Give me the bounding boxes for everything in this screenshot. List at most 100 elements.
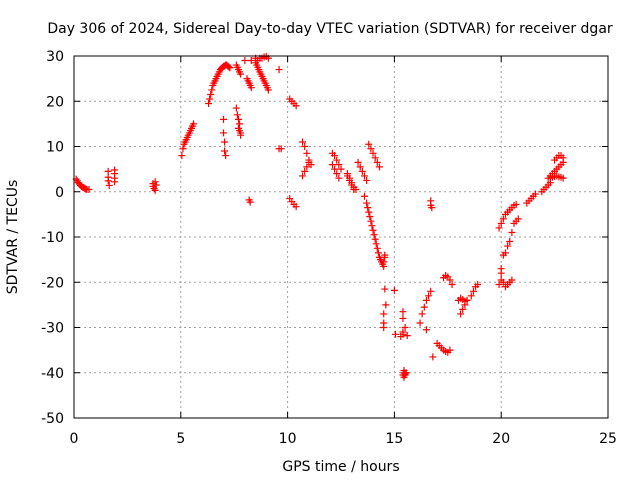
data-point (247, 57, 255, 65)
data-point (429, 353, 437, 361)
data-point (495, 281, 503, 289)
y-tick-label: 10 (46, 140, 64, 156)
data-point (512, 200, 520, 208)
data-point (190, 120, 198, 128)
data-point (497, 219, 505, 227)
data-point (380, 324, 388, 331)
data-point (422, 326, 430, 334)
data-point (335, 174, 343, 182)
data-point (221, 138, 229, 146)
data-point (225, 63, 233, 71)
data-point (425, 292, 433, 300)
data-point (373, 158, 381, 166)
data-point (531, 190, 539, 198)
data-point (105, 181, 113, 189)
data-point (328, 161, 336, 169)
data-point (467, 292, 475, 300)
data-point (399, 308, 407, 316)
data-point (222, 152, 230, 160)
data-point (428, 204, 436, 212)
data-point (401, 324, 409, 331)
data-point (356, 163, 364, 171)
data-point (301, 143, 309, 150)
data-point (559, 174, 567, 182)
data-point (358, 167, 366, 175)
data-point (205, 100, 213, 108)
data-point (469, 287, 477, 295)
data-point (391, 330, 399, 338)
x-tick-label: 5 (176, 431, 185, 447)
data-point (226, 64, 234, 72)
data-point (402, 369, 410, 377)
data-point (508, 276, 516, 284)
data-point (247, 84, 255, 92)
data-point (151, 178, 159, 186)
data-point (366, 213, 374, 221)
data-point (380, 262, 388, 270)
x-tick-label: 15 (385, 431, 403, 447)
data-point (234, 115, 242, 123)
data-point (369, 149, 377, 157)
data-point (399, 314, 407, 322)
y-tick-label: -20 (41, 275, 64, 291)
data-point (299, 138, 307, 146)
data-point (221, 147, 229, 155)
data-point (220, 129, 228, 137)
grid-lines (74, 56, 608, 418)
data-point (292, 102, 300, 110)
data-point (367, 145, 375, 153)
data-point (264, 86, 272, 94)
data-point (232, 104, 240, 112)
data-point (459, 305, 467, 313)
data-point (277, 145, 285, 153)
data-point (420, 303, 428, 311)
data-point (427, 197, 435, 205)
data-point (207, 90, 215, 98)
data-point (446, 276, 454, 284)
data-point (501, 249, 509, 257)
data-point (380, 310, 388, 318)
data-point (448, 281, 456, 289)
data-point (206, 95, 214, 103)
data-point (382, 301, 390, 309)
data-point (292, 203, 300, 211)
data-point (508, 228, 516, 236)
data-point (499, 278, 507, 286)
data-point (331, 152, 339, 160)
data-point (178, 152, 186, 160)
y-axis-ticks: -50 -40 -30 -20 -10 0 10 20 30 (41, 49, 608, 427)
data-point (514, 215, 522, 223)
data-point (418, 310, 426, 318)
data-point (374, 249, 382, 257)
data-series (72, 52, 567, 381)
data-point (422, 296, 430, 304)
data-point (151, 186, 159, 194)
data-point (237, 131, 245, 139)
x-tick-label: 20 (492, 431, 510, 447)
data-point (85, 185, 93, 193)
data-point (208, 86, 216, 94)
data-point (363, 176, 371, 184)
data-point (365, 208, 373, 216)
data-point (399, 328, 407, 336)
data-point (220, 115, 228, 123)
data-point (343, 172, 351, 180)
data-point (241, 57, 249, 65)
data-point (474, 281, 482, 289)
y-tick-label: 20 (46, 94, 64, 110)
data-point (427, 287, 435, 295)
x-axis-ticks: 0 5 10 15 20 25 (70, 56, 617, 447)
data-point (237, 70, 245, 78)
data-point (350, 185, 358, 193)
data-point (301, 167, 309, 175)
y-tick-label: 30 (46, 49, 64, 65)
data-point (236, 120, 244, 128)
data-point (371, 154, 379, 162)
data-point (381, 251, 389, 259)
data-point (111, 178, 119, 186)
data-point (335, 161, 343, 169)
data-point (495, 224, 503, 232)
data-point (305, 158, 313, 166)
data-point (179, 145, 187, 153)
data-point (303, 149, 311, 157)
